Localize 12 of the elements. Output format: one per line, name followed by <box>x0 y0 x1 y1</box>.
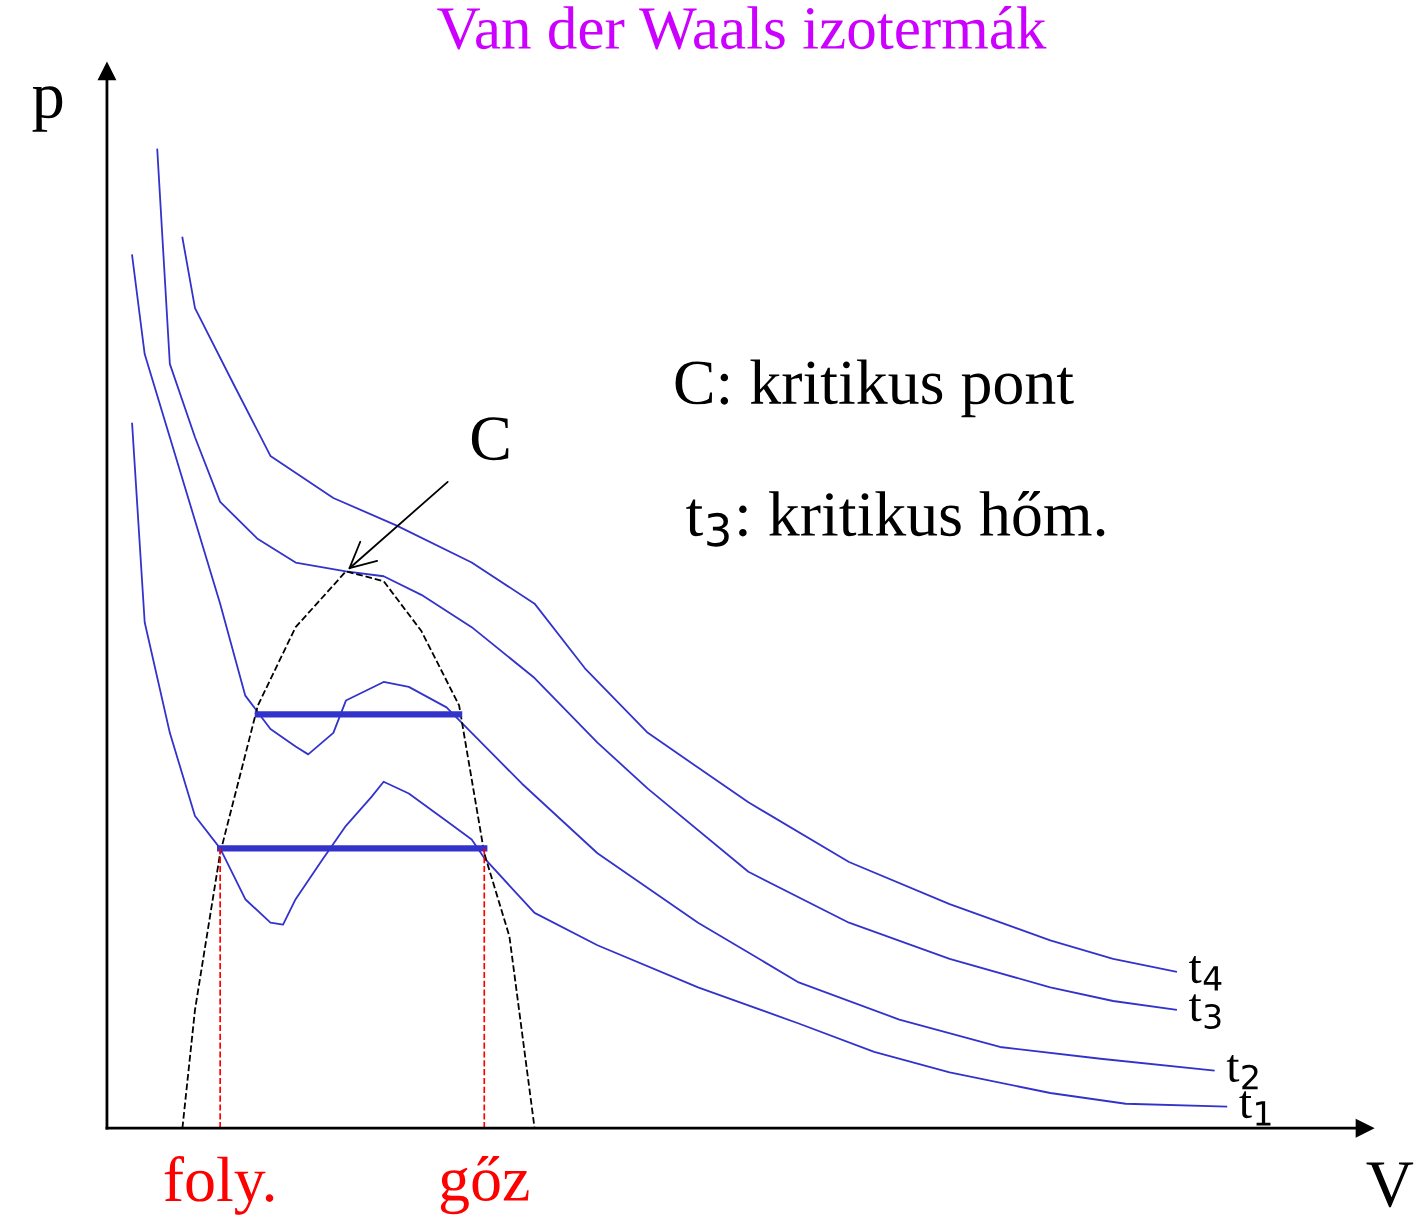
y-axis-title: p <box>32 86 63 132</box>
series-label: t$_{4}$ <box>1189 956 1222 991</box>
chart-title: Van der Waals izotermák <box>437 6 1047 50</box>
series-label: t$_{3}$ <box>1189 994 1221 1030</box>
annotation: t$_{3}$: kritikus hőm. <box>686 491 1105 547</box>
series-label: t$_{1}$ <box>1239 1091 1271 1126</box>
series-label: t$_{2}$ <box>1226 1054 1258 1090</box>
x-axis-title: V <box>1366 1162 1414 1208</box>
text: gőz <box>440 1156 529 1215</box>
annotation: C: kritikus pont <box>675 359 1074 418</box>
text: foly. <box>164 1156 274 1215</box>
annotation: C <box>471 417 509 461</box>
